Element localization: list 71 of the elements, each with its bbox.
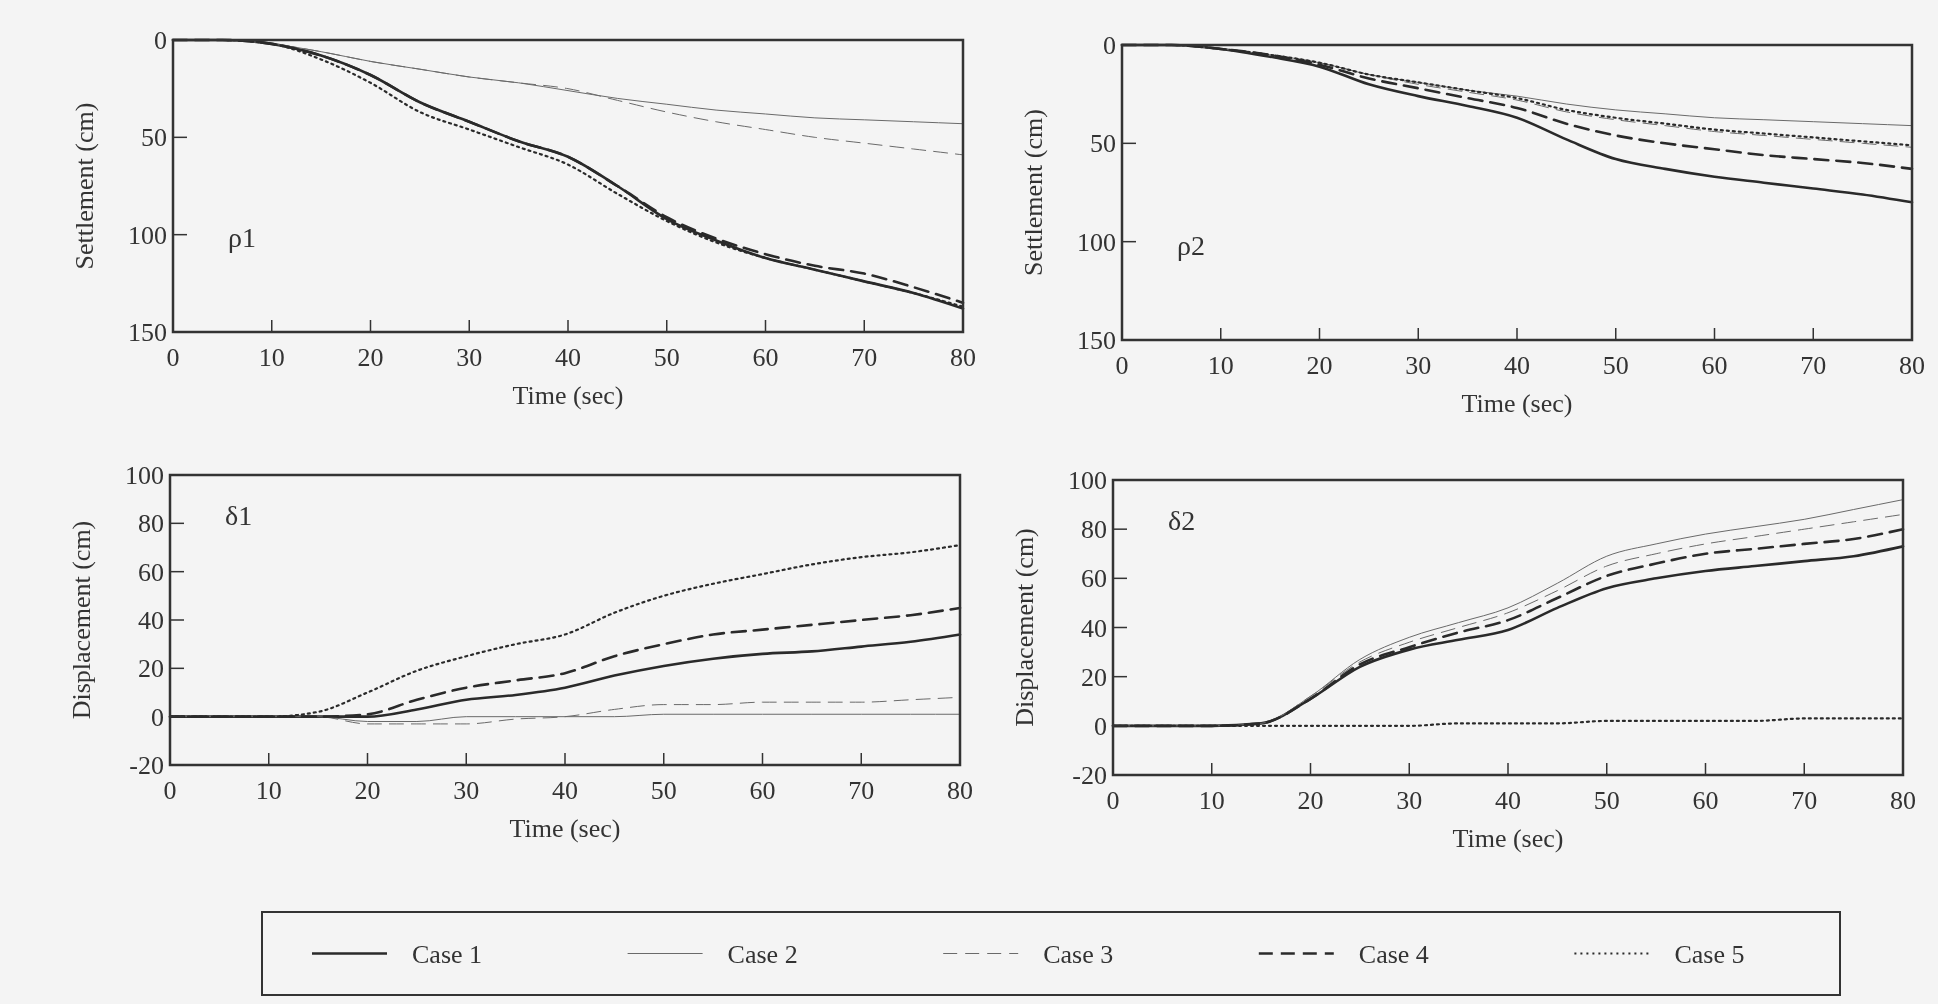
x-tick-label: 40 (555, 343, 581, 372)
x-tick-label: 20 (357, 343, 384, 372)
y-tick-label: 50 (1090, 129, 1116, 159)
x-tick-label: 70 (1800, 351, 1827, 380)
x-tick-label: 10 (1198, 786, 1225, 815)
x-axis-title: Time (sec) (1461, 389, 1573, 418)
x-tick-label: 80 (1899, 351, 1925, 380)
annotation: δ1 (225, 500, 253, 531)
y-tick-label: 0 (1094, 711, 1107, 741)
y-axis-title: Settlement (cm) (70, 102, 99, 270)
x-tick-label: 20 (1306, 351, 1333, 380)
y-tick-label: 100 (128, 220, 167, 250)
y-tick-label: 150 (128, 318, 167, 347)
legend-label: Case 3 (1043, 939, 1114, 969)
y-axis-title: Settlement (cm) (1019, 109, 1048, 276)
x-tick-label: 60 (1692, 786, 1719, 815)
x-tick-label: 20 (354, 776, 381, 805)
x-axis-title: Time (sec) (512, 381, 624, 410)
x-tick-label: 60 (1701, 351, 1728, 380)
x-tick-label: 70 (851, 343, 878, 372)
y-tick-label: 60 (138, 557, 164, 587)
y-tick-label: 0 (1103, 31, 1116, 60)
y-tick-label: 100 (125, 461, 164, 490)
y-tick-label: 80 (1081, 515, 1107, 545)
x-axis-title: Time (sec) (1452, 824, 1564, 853)
annotation: ρ1 (228, 222, 256, 253)
x-tick-label: 80 (947, 776, 973, 805)
y-tick-label: 50 (141, 123, 167, 153)
x-tick-label: 50 (1602, 351, 1629, 380)
x-tick-label: 30 (1396, 786, 1423, 815)
x-tick-label: 40 (552, 776, 578, 805)
y-tick-label: -20 (129, 751, 164, 780)
x-tick-label: 50 (653, 343, 680, 372)
y-tick-label: 100 (1068, 466, 1107, 495)
y-tick-label: -20 (1072, 761, 1107, 790)
y-tick-label: 40 (1081, 613, 1107, 643)
x-tick-label: 50 (1593, 786, 1620, 815)
x-tick-label: 40 (1504, 351, 1530, 380)
x-tick-label: 80 (1890, 786, 1916, 815)
y-tick-label: 0 (151, 702, 164, 732)
x-tick-label: 30 (453, 776, 480, 805)
annotation: ρ2 (1177, 230, 1205, 261)
legend-label: Case 1 (412, 939, 483, 969)
y-tick-label: 20 (138, 654, 164, 684)
x-tick-label: 80 (950, 343, 976, 372)
y-tick-label: 100 (1077, 227, 1116, 257)
y-tick-label: 40 (138, 606, 164, 635)
x-tick-label: 70 (848, 776, 875, 805)
legend-label: Case 4 (1358, 939, 1429, 969)
x-tick-label: 10 (255, 776, 282, 805)
x-tick-label: 60 (752, 343, 779, 372)
y-tick-label: 150 (1077, 326, 1116, 355)
x-tick-label: 30 (1405, 351, 1432, 380)
x-tick-label: 20 (1297, 786, 1324, 815)
x-tick-label: 10 (258, 343, 285, 372)
legend-label: Case 2 (727, 939, 798, 969)
x-tick-label: 50 (650, 776, 677, 805)
y-tick-label: 60 (1081, 564, 1107, 594)
x-axis-title: Time (sec) (509, 814, 621, 843)
x-tick-label: 30 (456, 343, 483, 372)
y-axis-title: Displacement (cm) (1010, 528, 1039, 727)
y-axis-title: Displacement (cm) (67, 520, 96, 720)
annotation: δ2 (1168, 505, 1196, 536)
y-tick-label: 0 (154, 26, 167, 55)
y-tick-label: 80 (138, 509, 164, 539)
y-tick-label: 20 (1081, 662, 1107, 692)
x-tick-label: 40 (1495, 786, 1521, 815)
x-tick-label: 10 (1207, 351, 1234, 380)
x-tick-label: 60 (749, 776, 776, 805)
legend-label: Case 5 (1674, 939, 1745, 969)
x-tick-label: 70 (1791, 786, 1818, 815)
